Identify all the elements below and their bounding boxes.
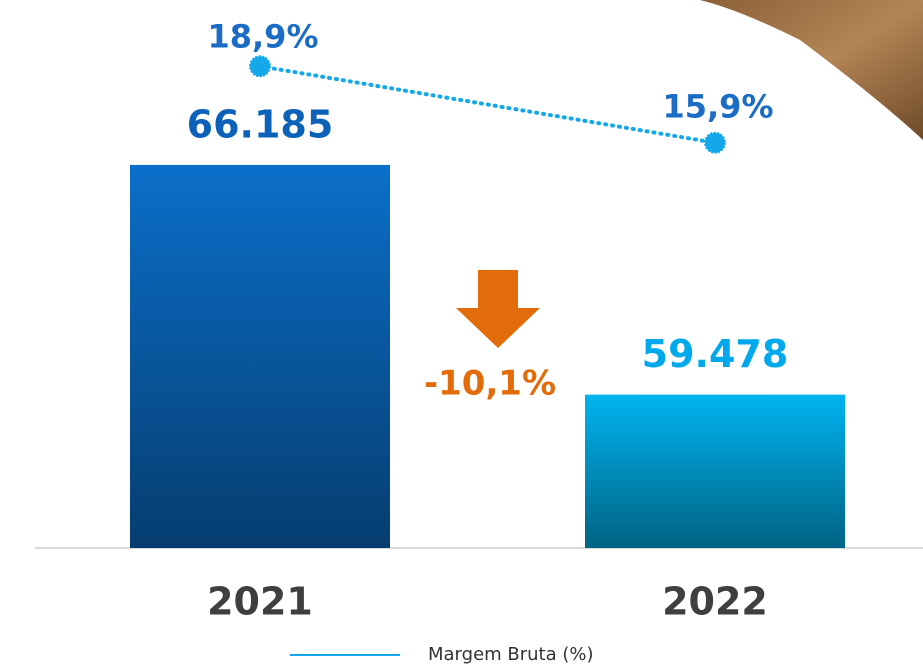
legend-label: Margem Bruta (%) [428,644,594,665]
x-tick-label: 2022 [662,580,768,624]
bar [130,164,390,548]
bar-value-label: 66.185 [187,102,334,146]
x-tick-label: 2021 [207,580,313,624]
bar [585,394,845,548]
bar-value-label: 59.478 [642,332,789,376]
down-arrow [456,270,540,348]
margin-point [704,131,726,154]
margin-line [258,64,717,145]
wood-decoration [700,0,923,140]
margin-label: 18,9% [207,17,318,55]
margin-label: 15,9% [662,88,773,126]
change-annotation: -10,1% [424,364,556,404]
margin-point [249,55,271,78]
arrow-shape [456,270,540,348]
